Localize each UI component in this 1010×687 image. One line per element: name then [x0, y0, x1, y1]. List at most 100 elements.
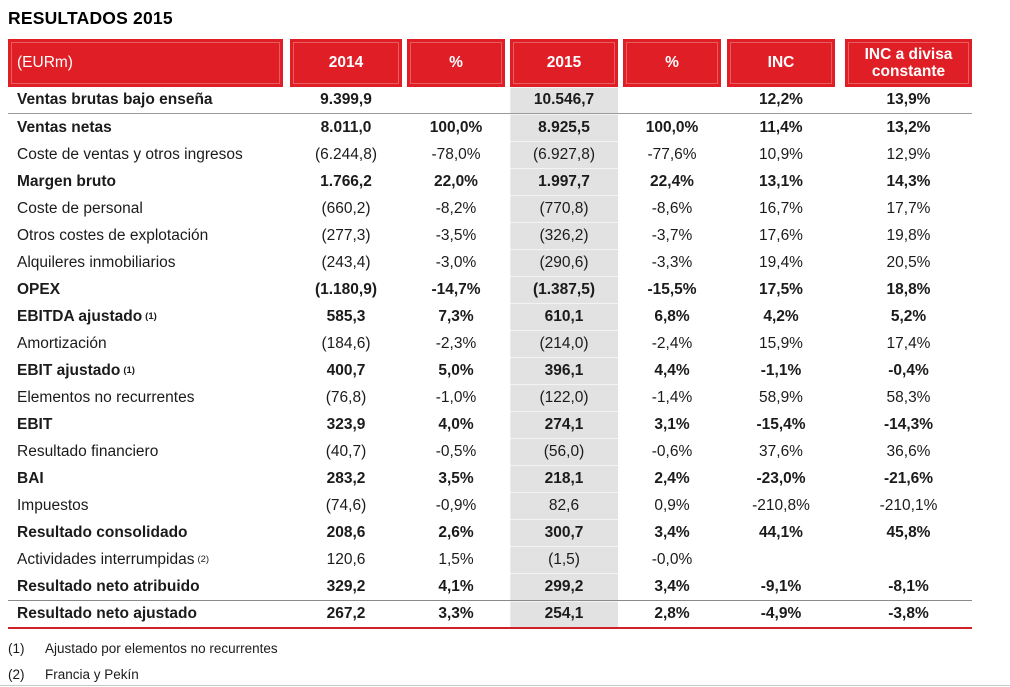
cell-inc — [727, 546, 835, 573]
table-row: OPEX (1.180,9) -14,7% (1.387,5) -15,5% 17,5% 1… — [8, 276, 972, 303]
table-row: Otros costes de explotación (277,3) -3,5% (… — [8, 222, 972, 249]
cell-pct-2014: -14,7% — [431, 280, 481, 298]
cell-2014: 585,3 — [326, 307, 366, 325]
cell-pct-2015: -15,5% — [647, 280, 697, 298]
cell-pct-2015: -0,0% — [651, 550, 693, 568]
cell-pct-2015: 3,4% — [654, 577, 690, 595]
column-gutter — [835, 601, 845, 627]
row-label: Amortización — [17, 334, 107, 352]
cell-inc: -210,8% — [752, 496, 810, 514]
cell-pct-2015: 2,4% — [654, 469, 690, 487]
cell-2015: (326,2) — [510, 222, 618, 249]
table-row: Resultado neto ajustado 267,2 3,3% 254,1 2,8… — [8, 600, 972, 627]
cell-pct-2014: -3,0% — [435, 253, 477, 271]
header-col-2014: 2014 — [290, 39, 402, 87]
cell-inc-constante: 14,3% — [886, 172, 931, 190]
row-label: BAI — [17, 469, 44, 487]
cell-inc: 4,2% — [763, 307, 799, 325]
column-gutter — [835, 87, 845, 113]
column-gutter — [283, 195, 290, 222]
footnote-text: Francia y Pekín — [45, 666, 139, 682]
cell-pct-2014 — [407, 87, 505, 113]
table-header-row: (EURm) 2014% 2015% INC INC a divisa constant… — [8, 39, 972, 87]
table-row: Ventas brutas bajo enseña 9.399,9 10.546,7… — [8, 87, 972, 114]
row-label: Margen bruto — [17, 172, 117, 190]
row-label: EBIT ajustado (1) — [17, 361, 135, 379]
cell-pct-2015: -3,3% — [651, 253, 693, 271]
header-col-2015: 2015 — [510, 39, 618, 87]
cell-inc: 11,4% — [759, 118, 803, 136]
cell-2014: 283,2 — [326, 469, 366, 487]
table-row: Actividades interrumpidas (2) 120,6 1,5% (1,… — [8, 546, 972, 573]
column-gutter — [835, 465, 845, 492]
cell-2015: 396,1 — [510, 357, 618, 384]
cell-pct-2014: 7,3% — [438, 307, 474, 325]
table-row: Coste de ventas y otros ingresos (6.244,8… — [8, 141, 972, 168]
cell-inc: 12,2% — [759, 91, 803, 108]
cell-2015: (6.927,8) — [510, 141, 618, 168]
cell-inc-constante: 45,8% — [886, 523, 931, 541]
cell-pct-2015: -2,4% — [651, 334, 693, 352]
cell-inc: 13,1% — [759, 172, 803, 190]
table-row: Amortización (184,6) -2,3% (214,0) -2,4% 15,9… — [8, 330, 972, 357]
column-gutter — [283, 330, 290, 357]
cell-pct-2014: -78,0% — [431, 145, 481, 163]
cell-2014: (243,4) — [321, 253, 371, 271]
table-row: Ventas netas 8.011,0 100,0% 8.925,5 100,0% 11… — [8, 114, 972, 141]
cell-pct-2015: -0,6% — [651, 442, 693, 460]
column-gutter — [283, 492, 290, 519]
table-row: Margen bruto 1.766,2 22,0% 1.997,7 22,4% 13,1… — [8, 168, 972, 195]
cell-pct-2015: 22,4% — [650, 172, 694, 190]
page-title: RESULTADOS 2015 — [8, 8, 173, 28]
column-gutter — [283, 519, 290, 546]
cell-2015: 610,1 — [510, 303, 618, 330]
footnote: (2) Francia y Pekín — [8, 661, 1010, 687]
column-gutter — [283, 438, 290, 465]
cell-inc: 19,4% — [759, 253, 803, 271]
cell-pct-2014: 4,0% — [438, 415, 474, 433]
cell-pct-2015: 6,8% — [654, 307, 690, 325]
cell-2014: (6.244,8) — [314, 145, 378, 163]
column-gutter — [283, 573, 290, 600]
column-gutter — [283, 222, 290, 249]
column-gutter — [835, 39, 845, 87]
column-gutter — [835, 249, 845, 276]
table-row: EBITDA ajustado (1) 585,3 7,3% 610,1 6,8% 4,2%… — [8, 303, 972, 330]
cell-pct-2015: -8,6% — [651, 199, 693, 217]
header-col-inc: INC — [727, 39, 835, 87]
column-gutter — [835, 492, 845, 519]
footnote-marker: (1) — [8, 640, 25, 656]
cell-inc-constante: 58,3% — [886, 388, 931, 406]
header-col-pct-2015: % — [623, 39, 721, 87]
cell-2014: 323,9 — [326, 415, 366, 433]
cell-pct-2014: -1,0% — [435, 388, 477, 406]
cell-2014: (74,6) — [325, 496, 367, 514]
header-col-inc-constante: INC a divisa constante — [845, 39, 972, 87]
column-gutter — [283, 601, 290, 627]
row-label: OPEX — [17, 280, 61, 298]
column-gutter — [283, 465, 290, 492]
cell-2014: 120,6 — [326, 550, 366, 568]
column-gutter — [835, 195, 845, 222]
table-row: Resultado consolidado 208,6 2,6% 300,7 3,4% 4… — [8, 519, 972, 546]
cell-inc: -15,4% — [756, 415, 806, 433]
cell-inc-constante: 13,9% — [886, 91, 931, 108]
row-label: Otros costes de explotación — [17, 226, 209, 244]
cell-2015: (1,5) — [510, 546, 618, 573]
cell-inc-constante: -210,1% — [879, 496, 938, 514]
cell-2014: 400,7 — [326, 361, 366, 379]
cell-2014: 1.766,2 — [320, 172, 372, 190]
cell-inc-constante: -0,4% — [888, 361, 929, 379]
cell-2014: 8.011,0 — [320, 118, 372, 136]
cell-inc: 44,1% — [759, 523, 803, 541]
column-gutter — [835, 411, 845, 438]
row-label: Resultado neto atribuido — [17, 577, 200, 595]
cell-2014: 9.399,9 — [320, 91, 372, 108]
row-label: Coste de ventas y otros ingresos — [17, 145, 243, 163]
cell-pct-2015: 0,9% — [654, 496, 690, 514]
cell-inc-constante: 17,4% — [886, 334, 931, 352]
cell-inc-constante: 17,7% — [886, 199, 931, 217]
cell-inc-constante: 20,5% — [886, 253, 931, 271]
cell-2015: 1.997,7 — [510, 168, 618, 195]
cell-2015: 8.925,5 — [510, 114, 618, 141]
